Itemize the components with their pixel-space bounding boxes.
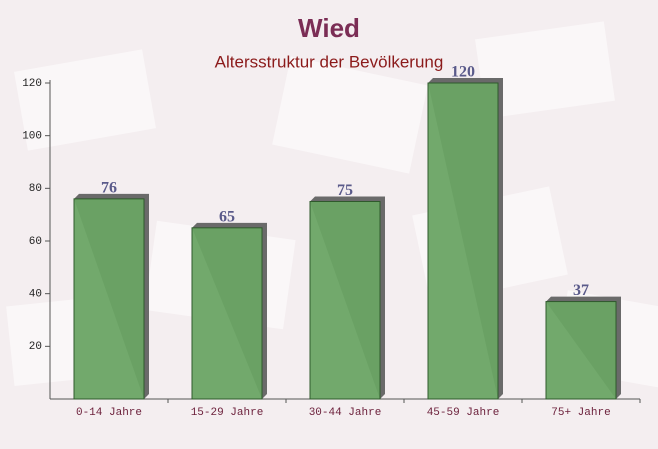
x-tick-label: 45-59 Jahre [427, 407, 500, 419]
bar [545, 301, 617, 400]
x-tick-label: 30-44 Jahre [309, 407, 382, 419]
x-tick-label: 75+ Jahre [551, 407, 610, 419]
y-tick-label: 60 [29, 236, 42, 248]
bar [427, 82, 499, 400]
value-label: 65 [219, 209, 235, 226]
x-tick-label: 15-29 Jahre [191, 407, 264, 419]
value-label: 120 [451, 64, 475, 81]
chart-subtitle: Altersstruktur der Bevölkerung [215, 52, 444, 71]
value-label: 75 [337, 182, 353, 199]
bar [73, 198, 145, 400]
y-tick-label: 40 [29, 289, 42, 301]
y-tick-label: 80 [29, 183, 42, 195]
y-tick-label: 100 [22, 131, 42, 143]
value-label: 37 [573, 282, 589, 299]
value-label: 76 [101, 180, 117, 197]
chart-title: Wied [298, 13, 360, 43]
bar [191, 227, 263, 400]
y-tick-label: 120 [22, 78, 42, 90]
x-tick-label: 0-14 Jahre [76, 407, 142, 419]
bar [309, 201, 381, 400]
y-tick-label: 20 [29, 341, 42, 353]
